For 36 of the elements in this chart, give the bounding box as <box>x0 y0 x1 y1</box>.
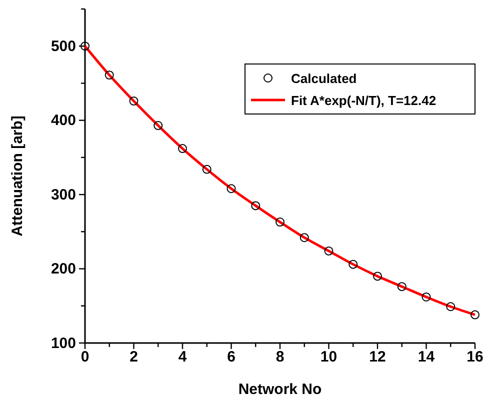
line-series <box>84 44 476 316</box>
y-tick-label: 300 <box>50 186 76 204</box>
y-tick-label: 100 <box>50 334 76 352</box>
point <box>202 164 212 174</box>
y-axis-title: Attenuation [arb] <box>9 116 26 236</box>
point <box>348 260 358 269</box>
x-tick-label: 16 <box>466 348 484 366</box>
point <box>470 310 480 320</box>
x-tick-label: 2 <box>130 348 138 366</box>
x-tick-label: 10 <box>320 348 338 366</box>
point <box>422 292 431 302</box>
point <box>373 272 382 281</box>
x-axis-title: Network No <box>238 381 322 398</box>
point <box>129 96 138 106</box>
x-tick-label: 14 <box>418 348 436 366</box>
point <box>300 233 309 242</box>
point <box>397 282 406 292</box>
y-tick-label: 500 <box>50 38 76 55</box>
point <box>324 246 334 256</box>
x-tick-label: 0 <box>80 348 90 366</box>
y-tick-label: 400 <box>50 112 76 130</box>
point <box>226 184 236 194</box>
legend-label: Calculated <box>291 71 357 86</box>
point <box>154 121 163 130</box>
point <box>276 218 284 226</box>
x-tick-label: 4 <box>178 348 188 366</box>
legend-label: Fit A*exp(-N/T), T=12.42 <box>291 93 436 108</box>
x-tick-label: 8 <box>276 348 284 366</box>
x-tick-label: 12 <box>369 348 386 366</box>
point <box>104 70 114 80</box>
y-tick-label: 200 <box>50 260 76 278</box>
point <box>80 42 90 51</box>
x-tick-label: 6 <box>227 348 236 366</box>
point <box>251 201 260 210</box>
point <box>178 144 187 154</box>
point <box>446 302 456 312</box>
